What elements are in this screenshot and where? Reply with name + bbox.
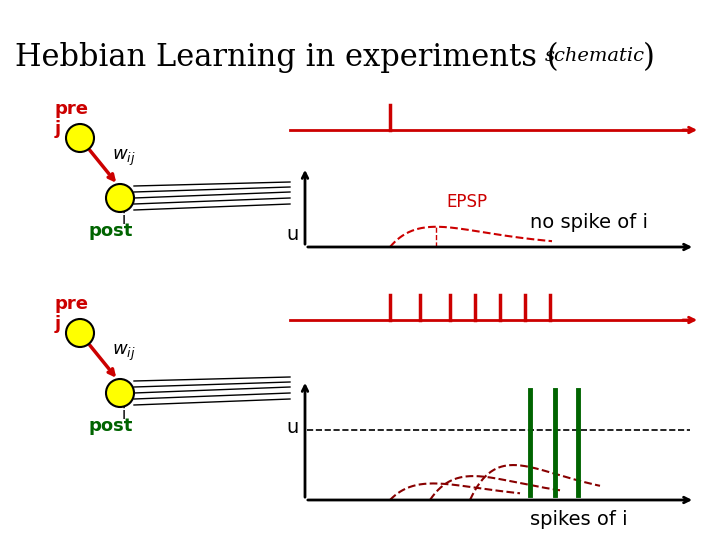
Text: no spike of i: no spike of i [530,213,648,232]
Text: u: u [286,225,298,244]
Text: j: j [55,315,61,333]
Text: $w_{ij}$: $w_{ij}$ [112,343,136,363]
Text: EPSP: EPSP [446,193,487,211]
Text: post: post [88,417,132,435]
Text: Hebbian Learning in experiments (: Hebbian Learning in experiments ( [15,42,559,73]
Text: spikes of i: spikes of i [530,510,628,529]
Text: i: i [122,212,126,227]
Text: u: u [286,418,298,437]
Text: ): ) [643,42,655,73]
Circle shape [66,319,94,347]
Text: pre: pre [55,100,89,118]
Text: j: j [55,120,61,138]
Text: post: post [88,222,132,240]
Text: pre: pre [55,295,89,313]
Circle shape [106,379,134,407]
Text: i: i [122,407,126,422]
Text: $w_{ij}$: $w_{ij}$ [112,148,136,168]
Circle shape [106,184,134,212]
Circle shape [66,124,94,152]
Text: schematic: schematic [545,47,645,65]
